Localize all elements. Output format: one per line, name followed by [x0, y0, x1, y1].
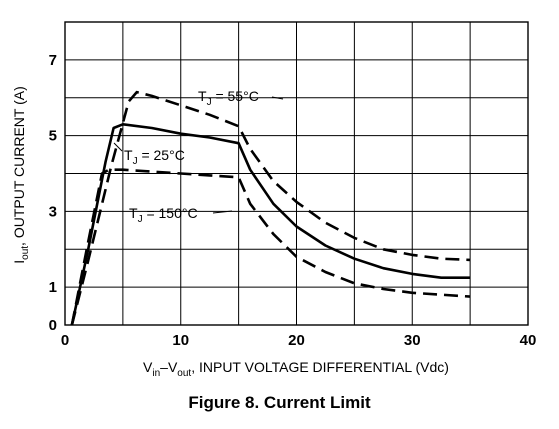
y-tick-label: 0: [49, 317, 57, 334]
x-tick-label: 10: [172, 332, 189, 349]
x-tick-label: 40: [520, 332, 537, 349]
y-tick-label: 3: [49, 203, 57, 220]
x-tick-label: 30: [404, 332, 421, 349]
tick-labels: 0 10 20 30 40 0 1 3 5 7: [49, 52, 537, 349]
label-leader-line: [212, 210, 233, 214]
figure-caption: Figure 8. Current Limit: [188, 393, 371, 412]
series-line-1: [70, 123, 471, 326]
series-labels: TJ = 55°C TJ = 25°C TJ = 150°C: [124, 88, 259, 225]
grid: [64, 21, 529, 326]
y-axis-label: Iout, OUTPUT CURRENT (A): [11, 86, 31, 264]
plot-frame: [64, 21, 529, 326]
series-label-0: TJ = 55°C: [198, 88, 259, 108]
y-tick-label: 1: [49, 279, 57, 296]
series-line-0: [70, 90, 471, 326]
label-leader-line: [271, 96, 284, 100]
series-label-2: TJ = 150°C: [129, 205, 198, 225]
series-line-2: [70, 168, 471, 326]
label-leaders: [113, 96, 284, 214]
series-label-1: TJ = 25°C: [124, 147, 185, 167]
label-leader-line: [113, 142, 123, 152]
series-lines: [70, 90, 471, 326]
x-axis-label: Vin–Vout, INPUT VOLTAGE DIFFERENTIAL (Vd…: [143, 359, 449, 379]
x-tick-label: 0: [61, 332, 69, 349]
y-tick-label: 7: [49, 52, 57, 69]
x-tick-label: 20: [288, 332, 305, 349]
y-tick-label: 5: [49, 128, 57, 145]
